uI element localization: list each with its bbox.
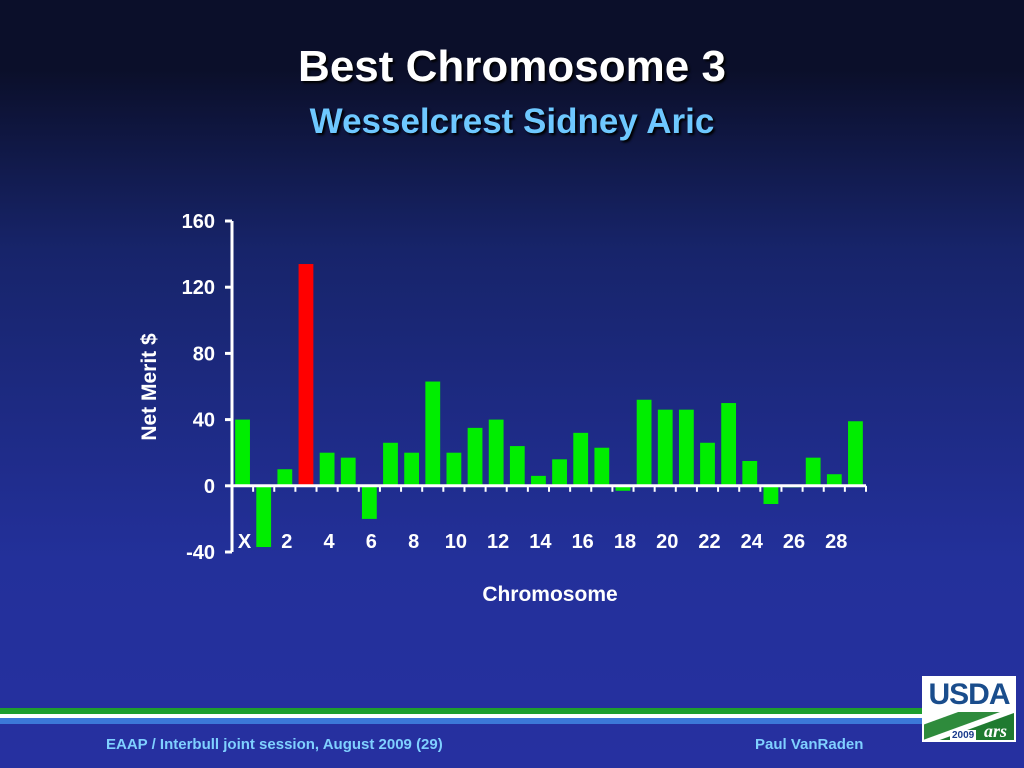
bar-chromosome-12 [488, 419, 504, 486]
bar-chromosome-11 [467, 427, 483, 486]
bar-chromosome-3 [298, 264, 314, 486]
x-tick-label: 14 [529, 531, 552, 553]
bar-chromosome-17 [594, 447, 610, 486]
bar-chromosome-1 [256, 485, 272, 548]
footer-stripe-blue [0, 718, 922, 724]
y-tick-label: 40 [193, 410, 215, 432]
x-tick-label: X [238, 531, 252, 553]
x-tick-label: 10 [445, 531, 467, 553]
bar-chromosome-6 [361, 485, 377, 519]
bar-chromosome-20 [657, 409, 673, 486]
usda-logo: USDA 2009 ars [922, 676, 1016, 742]
y-tick-label: -40 [186, 542, 215, 564]
bar-chromosome-22 [700, 442, 715, 486]
bar-chromosome-13 [509, 446, 525, 486]
bar-chromosome-23 [721, 403, 737, 486]
bar-chromosome-27 [805, 457, 821, 486]
x-tick-label: 8 [408, 531, 419, 553]
y-axis-label: Net Merit $ [138, 333, 161, 441]
footer-stripe-white [0, 714, 922, 718]
bar-chromosome-15 [552, 459, 567, 486]
bar-chromosome-2 [277, 469, 293, 486]
x-tick-label: 12 [487, 531, 509, 553]
bar-chromosome-X [235, 419, 250, 486]
bar-chromosome-24 [742, 460, 758, 486]
bar-chromosome-8 [404, 452, 420, 486]
x-tick-label: 24 [741, 531, 764, 553]
x-tick-label: 2 [281, 531, 292, 553]
footer-session-text: EAAP / Interbull joint session, August 2… [106, 736, 443, 753]
y-tick-label: 80 [193, 343, 215, 365]
bar-chromosome-16 [573, 432, 589, 486]
bar-chromosome-28 [826, 474, 842, 486]
x-axis-label: Chromosome [482, 583, 617, 606]
x-ticks-group: X 2 4 6 8 10 12 14 16 18 20 22 24 26 28 [231, 485, 867, 553]
bar-chromosome-10 [446, 452, 462, 486]
slide-title: Best Chromosome 3 [298, 42, 726, 91]
bar-chromosome-7 [383, 442, 398, 486]
bar-chromosome-19 [636, 399, 652, 486]
x-tick-label: 26 [783, 531, 805, 553]
y-ticks-group: -40 0 40 80 120 160 [182, 211, 232, 564]
bar-chromosome-14 [531, 475, 546, 486]
bar-chromosome-5 [340, 457, 356, 486]
bar-chromosome-9 [425, 381, 441, 486]
footer-author-text: Paul VanRaden [755, 736, 864, 753]
x-tick-label: 6 [366, 531, 377, 553]
ars-logo-mark: ars [984, 721, 1008, 741]
bars-group [235, 264, 863, 548]
y-tick-label: 0 [204, 476, 215, 498]
bar-chromosome-4 [319, 452, 335, 486]
x-tick-label: 4 [324, 531, 336, 553]
x-tick-label: 22 [698, 531, 720, 553]
x-tick-label: 28 [825, 531, 847, 553]
bar-chromosome-29 [848, 421, 863, 486]
y-tick-label: 160 [182, 211, 215, 233]
x-tick-label: 20 [656, 531, 678, 553]
bar-chromosome-18 [615, 485, 631, 491]
logo-year-text: 2009 [950, 730, 977, 741]
x-tick-label: 16 [572, 531, 594, 553]
x-tick-label: 18 [614, 531, 636, 553]
bar-chromosome-21 [678, 409, 694, 486]
bar-chromosome-25 [763, 485, 779, 505]
usda-logo-text: USDA [928, 678, 1010, 711]
y-tick-label: 120 [182, 277, 215, 299]
footer-stripe-green [0, 708, 922, 714]
slide-subtitle: Wesselcrest Sidney Aric [309, 102, 715, 141]
